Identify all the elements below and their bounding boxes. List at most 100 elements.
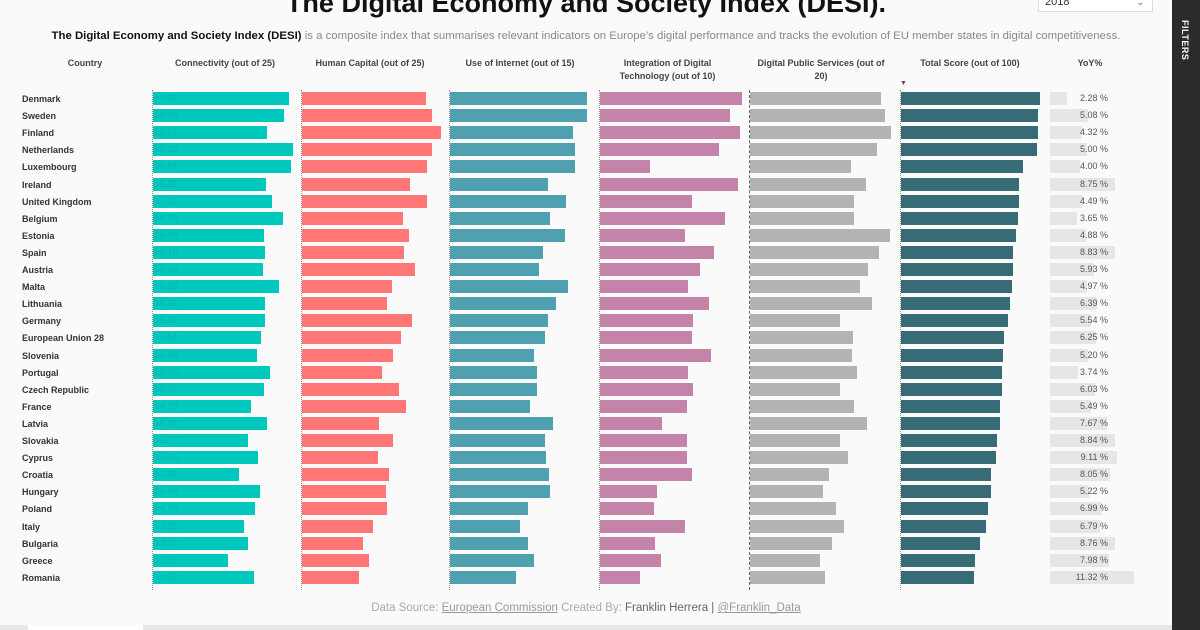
country-label[interactable]: Spain bbox=[22, 247, 47, 258]
use-of-internet-bar[interactable] bbox=[450, 416, 553, 430]
human-capital-bar[interactable] bbox=[302, 382, 399, 396]
total-bar[interactable] bbox=[901, 416, 1001, 430]
public-services-bar[interactable] bbox=[750, 245, 879, 259]
total-bar[interactable] bbox=[901, 160, 1024, 174]
connectivity-bar[interactable] bbox=[153, 177, 266, 191]
connectivity-bar[interactable] bbox=[153, 536, 248, 550]
country-label[interactable]: Bulgaria bbox=[22, 538, 59, 549]
yoy-bar[interactable] bbox=[1050, 382, 1095, 396]
integration-bar[interactable] bbox=[600, 553, 661, 567]
use-of-internet-bar[interactable] bbox=[450, 399, 530, 413]
country-label[interactable]: Hungary bbox=[22, 487, 59, 498]
country-label[interactable]: Sweden bbox=[22, 111, 57, 122]
connectivity-bar[interactable] bbox=[153, 160, 292, 174]
connectivity-bar[interactable] bbox=[153, 451, 258, 465]
total-bar[interactable] bbox=[901, 451, 997, 465]
human-capital-bar[interactable] bbox=[302, 228, 409, 242]
integration-bar[interactable] bbox=[600, 502, 654, 516]
yoy-bar[interactable] bbox=[1050, 399, 1091, 413]
connectivity-bar[interactable] bbox=[153, 280, 280, 294]
use-of-internet-bar[interactable] bbox=[450, 92, 588, 105]
yoy-bar[interactable] bbox=[1050, 194, 1084, 208]
public-services-bar[interactable] bbox=[750, 502, 836, 516]
integration-bar[interactable] bbox=[600, 263, 701, 276]
integration-bar[interactable] bbox=[600, 143, 720, 157]
header-public-services[interactable]: Digital Public Services (out of 20) bbox=[757, 58, 885, 81]
connectivity-bar[interactable] bbox=[153, 314, 266, 328]
use-of-internet-bar[interactable] bbox=[450, 194, 567, 208]
yoy-bar[interactable] bbox=[1050, 314, 1091, 328]
connectivity-bar[interactable] bbox=[153, 194, 273, 208]
human-capital-bar[interactable] bbox=[302, 502, 388, 516]
yoy-bar[interactable] bbox=[1050, 160, 1080, 174]
country-label[interactable]: Cyprus bbox=[22, 453, 54, 464]
use-of-internet-bar[interactable] bbox=[450, 536, 529, 550]
human-capital-bar[interactable] bbox=[302, 434, 393, 447]
use-of-internet-bar[interactable] bbox=[450, 434, 545, 447]
public-services-bar[interactable] bbox=[750, 434, 840, 447]
integration-bar[interactable] bbox=[600, 194, 692, 208]
year-filter-dropdown[interactable]: 2018 ⌄ bbox=[1038, 0, 1153, 12]
yoy-bar[interactable] bbox=[1050, 228, 1087, 242]
use-of-internet-bar[interactable] bbox=[450, 382, 537, 396]
integration-bar[interactable] bbox=[600, 570, 640, 584]
human-capital-bar[interactable] bbox=[302, 297, 388, 311]
yoy-bar[interactable] bbox=[1050, 263, 1094, 276]
total-bar[interactable] bbox=[901, 365, 1002, 379]
country-label[interactable]: Luxembourg bbox=[22, 162, 77, 173]
integration-bar[interactable] bbox=[600, 382, 694, 396]
public-services-bar[interactable] bbox=[750, 297, 872, 311]
total-bar[interactable] bbox=[901, 434, 997, 447]
public-services-bar[interactable] bbox=[750, 143, 878, 157]
country-label[interactable]: Estonia bbox=[22, 230, 55, 241]
use-of-internet-bar[interactable] bbox=[450, 365, 537, 379]
use-of-internet-bar[interactable] bbox=[450, 280, 568, 294]
yoy-bar[interactable] bbox=[1050, 331, 1097, 345]
integration-bar[interactable] bbox=[600, 348, 711, 362]
total-bar[interactable] bbox=[901, 92, 1040, 105]
integration-bar[interactable] bbox=[600, 177, 739, 191]
country-label[interactable]: France bbox=[22, 401, 52, 412]
country-label[interactable]: Romania bbox=[22, 572, 61, 583]
human-capital-bar[interactable] bbox=[302, 160, 427, 174]
total-bar[interactable] bbox=[901, 228, 1016, 242]
connectivity-bar[interactable] bbox=[153, 126, 268, 140]
connectivity-bar[interactable] bbox=[153, 434, 249, 447]
yoy-bar[interactable] bbox=[1050, 211, 1077, 225]
country-label[interactable]: Poland bbox=[22, 504, 53, 515]
connectivity-bar[interactable] bbox=[153, 468, 239, 482]
integration-bar[interactable] bbox=[600, 331, 692, 345]
yoy-bar[interactable] bbox=[1050, 297, 1098, 311]
header-use-of-internet[interactable]: Use of Internet (out of 15) bbox=[465, 58, 575, 68]
country-label[interactable]: Czech Republic bbox=[22, 384, 90, 395]
public-services-bar[interactable] bbox=[750, 160, 852, 174]
use-of-internet-bar[interactable] bbox=[450, 228, 566, 242]
country-label[interactable]: Italy bbox=[22, 521, 41, 532]
yoy-bar[interactable] bbox=[1050, 451, 1118, 465]
use-of-internet-bar[interactable] bbox=[450, 348, 535, 362]
filters-pane[interactable] bbox=[1172, 0, 1200, 630]
country-label[interactable]: Slovenia bbox=[22, 350, 60, 361]
public-services-bar[interactable] bbox=[750, 536, 833, 550]
human-capital-bar[interactable] bbox=[302, 245, 404, 259]
yoy-bar[interactable] bbox=[1050, 143, 1087, 157]
country-label[interactable]: Lithuania bbox=[22, 299, 62, 310]
human-capital-bar[interactable] bbox=[302, 468, 390, 482]
country-label[interactable]: Slovakia bbox=[22, 436, 59, 446]
integration-bar[interactable] bbox=[600, 468, 692, 482]
public-services-bar[interactable] bbox=[750, 109, 885, 123]
public-services-bar[interactable] bbox=[750, 553, 821, 567]
use-of-internet-bar[interactable] bbox=[450, 468, 550, 482]
connectivity-bar[interactable] bbox=[153, 143, 294, 157]
integration-bar[interactable] bbox=[600, 211, 725, 225]
connectivity-bar[interactable] bbox=[153, 211, 283, 225]
connectivity-bar[interactable] bbox=[153, 553, 228, 567]
total-bar[interactable] bbox=[901, 177, 1019, 191]
use-of-internet-bar[interactable] bbox=[450, 331, 545, 345]
human-capital-bar[interactable] bbox=[302, 194, 427, 208]
human-capital-bar[interactable] bbox=[302, 177, 410, 191]
country-label[interactable]: Latvia bbox=[22, 418, 49, 429]
yoy-bar[interactable] bbox=[1050, 468, 1110, 482]
integration-bar[interactable] bbox=[600, 416, 663, 430]
country-label[interactable]: Belgium bbox=[22, 213, 58, 224]
